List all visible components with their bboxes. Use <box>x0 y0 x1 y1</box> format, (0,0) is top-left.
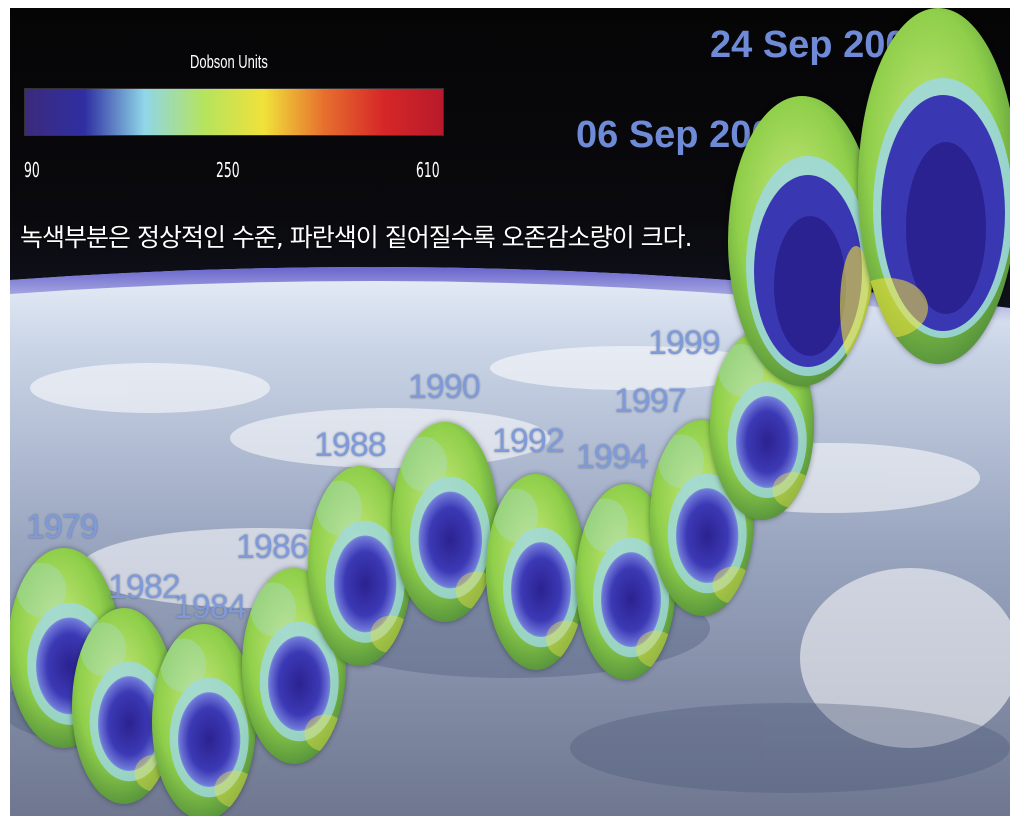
globe-2003 <box>858 8 1010 364</box>
colorbar-tick-min: 90 <box>24 158 40 182</box>
dobson-colorbar <box>24 88 444 136</box>
globe-1992 <box>486 474 586 670</box>
year-label-1997: 1997 <box>614 382 687 420</box>
colorbar-tick-max: 610 <box>416 158 440 182</box>
year-label-1992: 1992 <box>492 422 565 460</box>
year-label-1990: 1990 <box>408 368 481 406</box>
globe-1984 <box>152 624 256 816</box>
colorbar-tick-mid: 250 <box>216 158 240 182</box>
globe-1990 <box>392 422 498 622</box>
caption-text: 녹색부분은 정상적인 수준, 파란색이 짙어질수록 오존감소량이 크다. <box>20 223 693 252</box>
year-label-1984: 1984 <box>174 588 247 626</box>
year-label-1999: 1999 <box>648 324 721 362</box>
year-label-1988: 1988 <box>314 426 387 464</box>
colorbar-title: Dobson Units <box>190 52 268 72</box>
year-label-1979: 1979 <box>26 508 99 546</box>
year-label-1994: 1994 <box>576 438 649 476</box>
ozone-hole-scene: Dobson Units 90 250 610 녹색부분은 정상적인 수준, 파… <box>10 8 1010 816</box>
year-label-1986: 1986 <box>236 528 309 566</box>
globe-2000 <box>728 96 876 386</box>
year-label-1982: 1982 <box>108 568 181 606</box>
